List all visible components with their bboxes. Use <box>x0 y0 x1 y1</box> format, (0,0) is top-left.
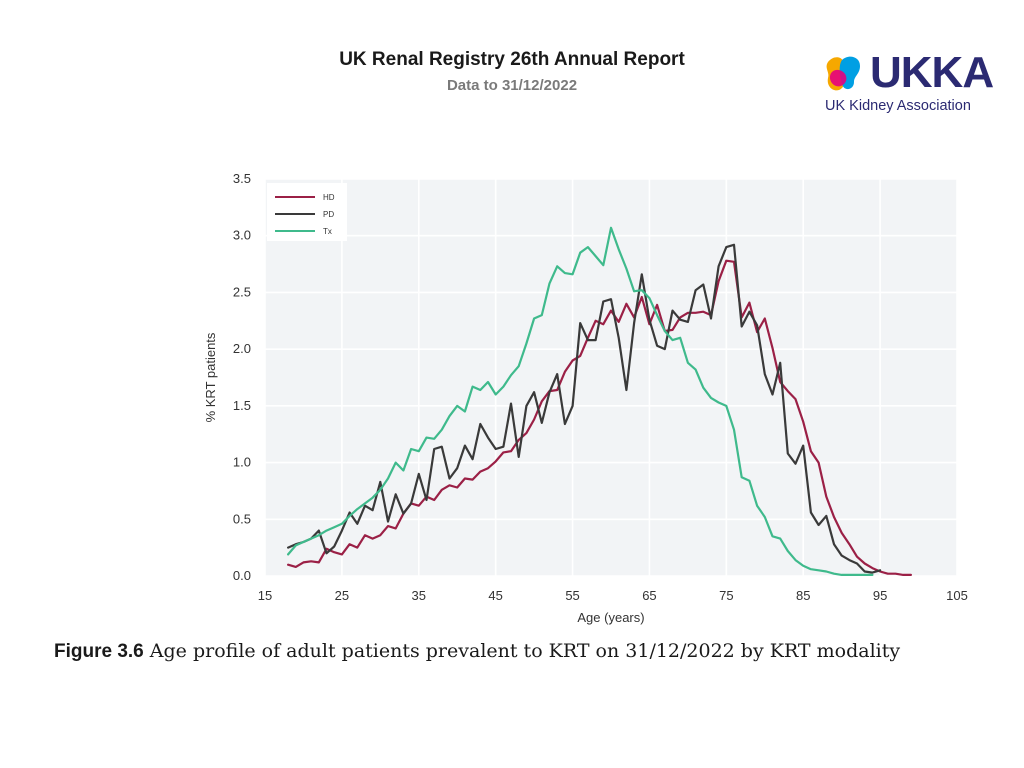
figure-caption-text: Age profile of adult patients prevalent … <box>143 640 901 662</box>
legend-label-tx: Tx <box>323 227 332 236</box>
logo-wordmark: UKKA <box>870 48 994 97</box>
y-tick-label: 2.0 <box>233 341 251 356</box>
y-axis-label: % KRT patients <box>203 332 218 422</box>
x-axis-label: Age (years) <box>577 610 644 625</box>
x-tick-label: 95 <box>873 588 887 603</box>
x-tick-label: 45 <box>488 588 502 603</box>
y-tick-label: 0.5 <box>233 511 251 526</box>
kidney-logo-icon <box>826 56 860 91</box>
x-tick-label: 75 <box>719 588 733 603</box>
x-tick-label: 65 <box>642 588 656 603</box>
logo-tagline: UK Kidney Association <box>825 98 971 114</box>
x-tick-label: 15 <box>258 588 272 603</box>
y-tick-label: 2.5 <box>233 284 251 299</box>
figure-caption: Figure 3.6 Age profile of adult patients… <box>54 640 900 663</box>
report-title: UK Renal Registry 26th Annual Report <box>339 49 685 70</box>
legend-label-pd: PD <box>323 210 334 219</box>
y-tick-label: 1.0 <box>233 455 251 470</box>
legend-box <box>267 183 347 241</box>
plot-background <box>265 179 957 576</box>
age-profile-chart: 0.0 0.5 1.0 1.5 2.0 2.5 3.0 3.5 15 25 35 45 55 65 75 85… <box>203 171 968 625</box>
logo-shape-pink <box>829 69 847 87</box>
y-tick-label: 3.5 <box>233 171 251 186</box>
y-tick-label: 3.0 <box>233 228 251 243</box>
y-tick-label: 0.0 <box>233 568 251 583</box>
x-tick-label: 105 <box>946 588 968 603</box>
x-tick-label: 85 <box>796 588 810 603</box>
report-subtitle: Data to 31/12/2022 <box>446 77 578 94</box>
x-tick-label: 35 <box>412 588 426 603</box>
figure-label: Figure 3.6 <box>54 641 144 662</box>
ukka-logo: UKKA UK Kidney Association <box>822 50 997 120</box>
legend-label-hd: HD <box>323 193 335 202</box>
y-tick-label: 1.5 <box>233 398 251 413</box>
series-line-tx <box>287 226 874 576</box>
x-tick-label: 25 <box>335 588 349 603</box>
x-tick-label: 55 <box>565 588 579 603</box>
series-line-pd <box>287 243 882 574</box>
